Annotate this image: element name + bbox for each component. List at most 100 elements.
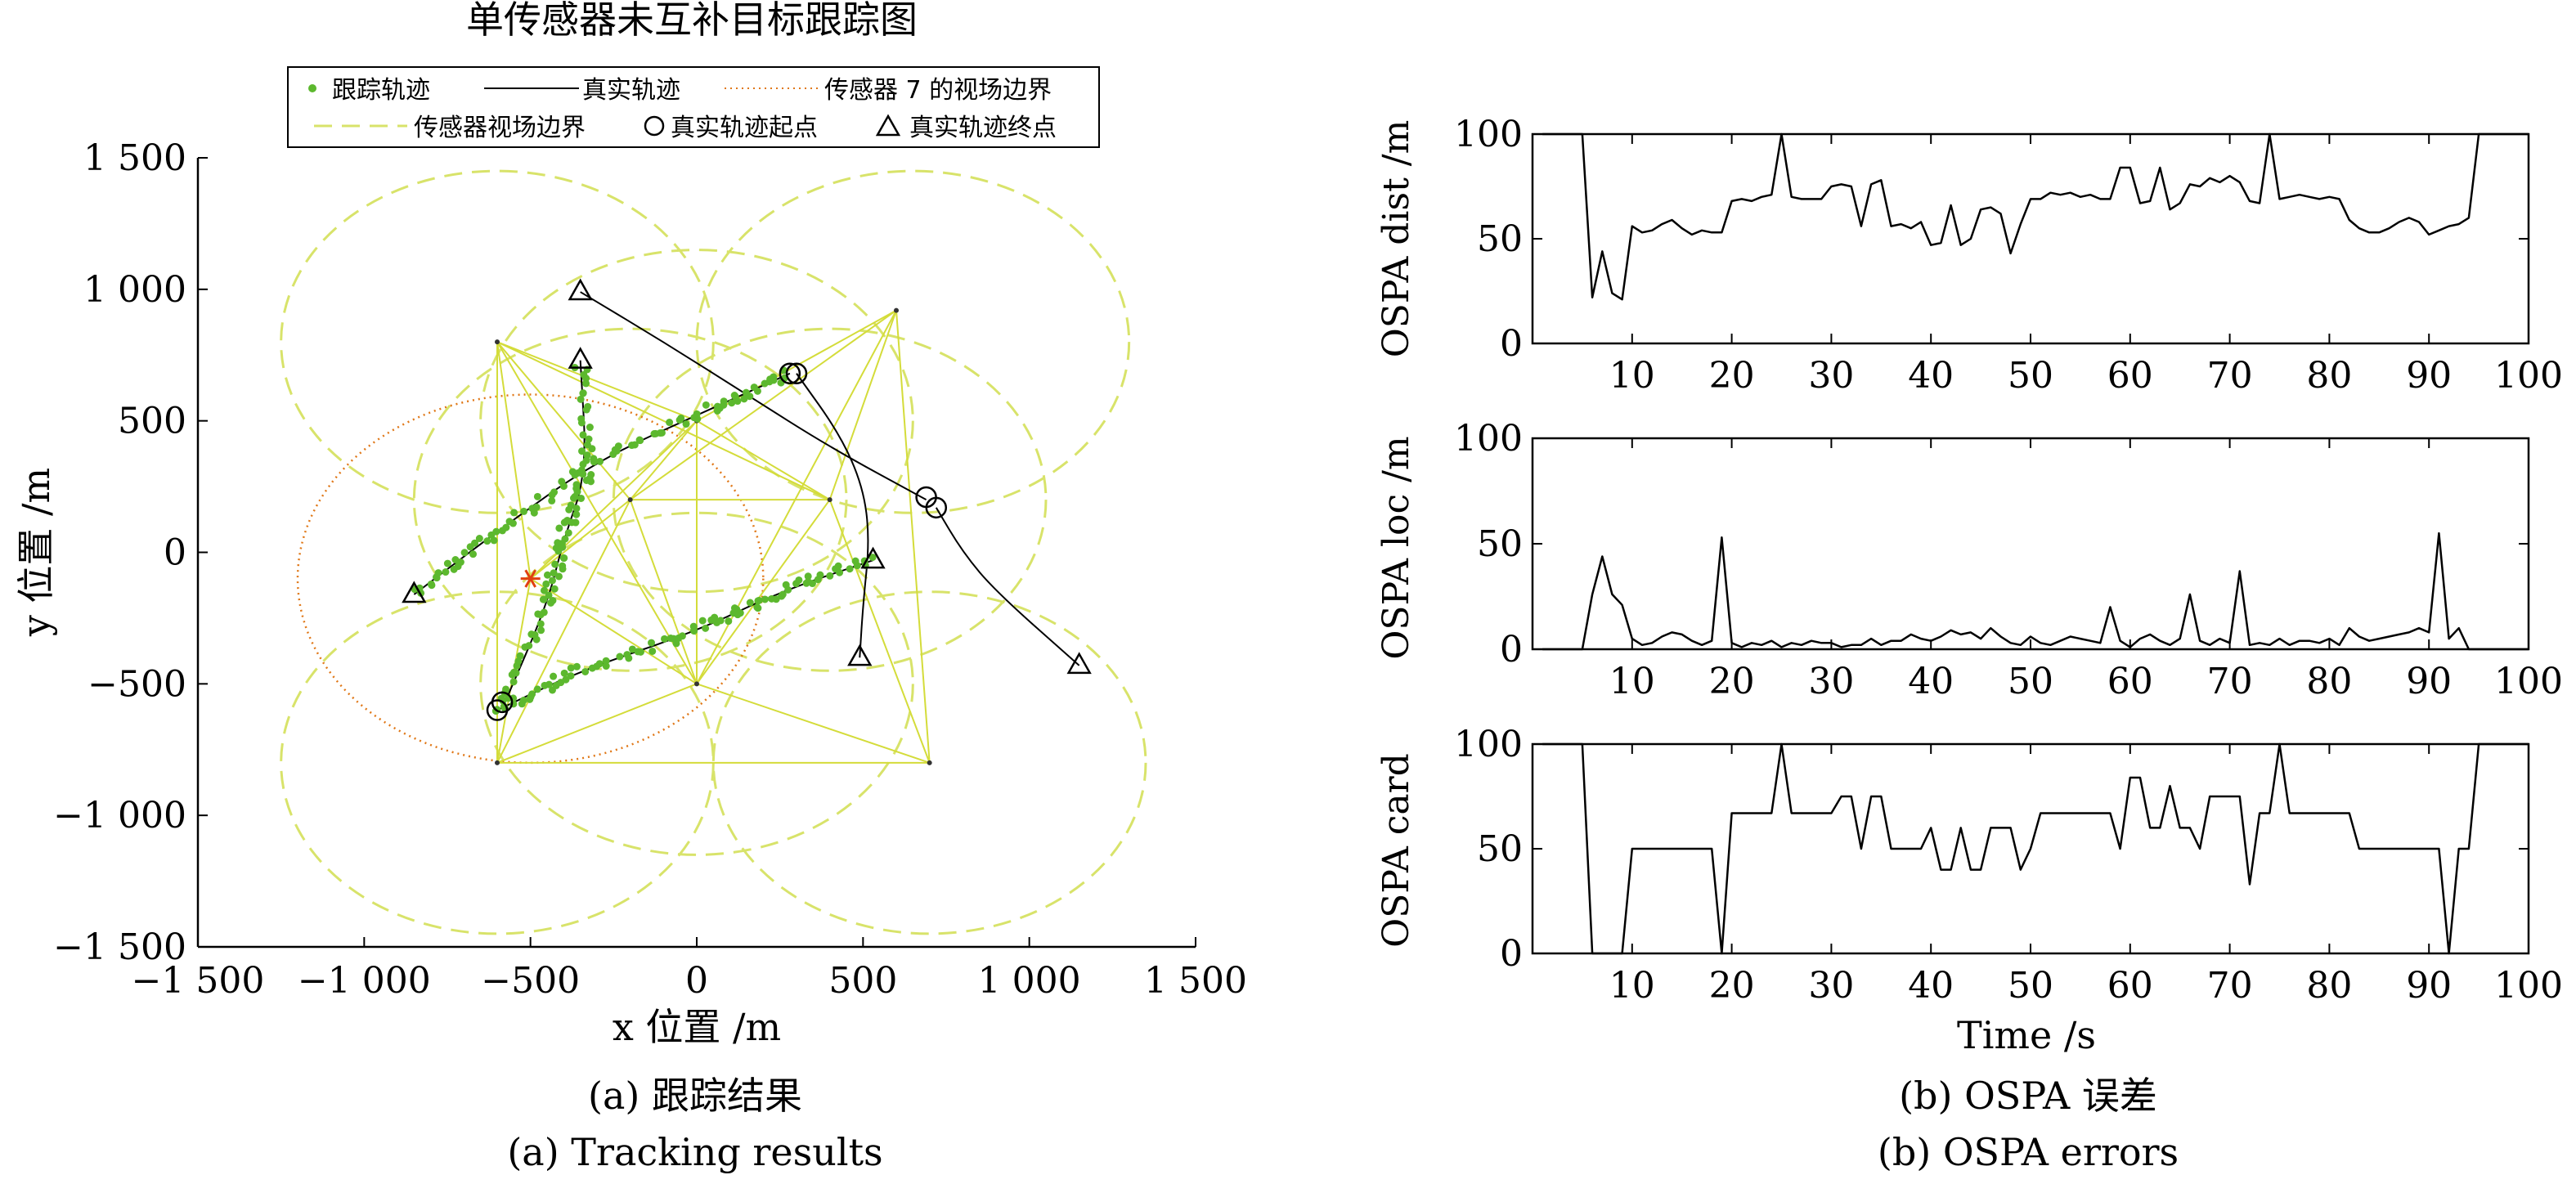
- fov-circle: [280, 169, 715, 514]
- track-dot: [616, 653, 624, 661]
- track-dot: [539, 595, 547, 603]
- start-marker: [779, 362, 801, 385]
- track-dot: [443, 559, 451, 567]
- true-track: [503, 360, 586, 706]
- ospa-series-line: [1542, 531, 2529, 651]
- track-dot: [579, 431, 587, 439]
- sensor-link: [696, 419, 831, 501]
- estimated-tracks: [411, 364, 877, 715]
- x-tick-label: 10: [1609, 355, 1655, 397]
- x-tick-label: −1 500: [132, 960, 265, 1002]
- track-dot: [596, 457, 604, 465]
- track-dot: [563, 516, 572, 524]
- true-track: [796, 373, 869, 658]
- track-dot: [560, 669, 568, 677]
- track-dot: [728, 399, 736, 407]
- x-tick-label: 60: [2107, 661, 2153, 702]
- track-markers: [402, 278, 1092, 721]
- sensor-link: [496, 342, 532, 579]
- caption-a-cn: (a) 跟踪结果: [588, 1074, 802, 1118]
- fov-boundaries: [280, 169, 1147, 935]
- track-dot: [614, 442, 622, 451]
- sensor-link: [530, 499, 631, 580]
- y-tick-label: 0: [1500, 933, 1523, 975]
- track-dot: [520, 507, 528, 515]
- track-dot: [542, 580, 550, 588]
- ospa-dist-ylabel: OSPA dist /m: [1376, 120, 1417, 358]
- y-tick-label: 500: [118, 401, 186, 442]
- end-marker: [568, 347, 593, 369]
- track-dot: [765, 378, 774, 386]
- track-dot: [567, 664, 575, 672]
- sensor-link: [696, 683, 930, 764]
- track-dot: [534, 610, 542, 618]
- track-dot: [779, 590, 787, 599]
- fov-circle: [479, 511, 914, 856]
- track-dot: [736, 609, 744, 617]
- track-dot: [554, 572, 563, 581]
- track-dot: [742, 388, 750, 397]
- track-dot: [730, 604, 738, 612]
- y-tick-label: 0: [1500, 323, 1523, 365]
- track-dot: [531, 630, 539, 639]
- x-tick-label: 1 500: [1144, 960, 1247, 1002]
- x-tick-label: −1 000: [298, 960, 431, 1002]
- track-dot: [483, 537, 491, 545]
- caption-b-cn: (b) OSPA 误差: [1899, 1074, 2157, 1118]
- track-dot: [755, 596, 763, 604]
- track-dot: [579, 389, 587, 397]
- track-dot: [740, 395, 748, 403]
- track-dot: [795, 576, 803, 584]
- track-dot: [816, 571, 824, 579]
- track-dot: [540, 608, 548, 617]
- track-dot: [502, 523, 510, 531]
- track-dot: [577, 395, 585, 403]
- fov-circle: [479, 249, 914, 594]
- sensor-links: [495, 307, 932, 765]
- track-dot: [698, 617, 707, 625]
- track-dot: [550, 569, 558, 577]
- sensor-point: [894, 307, 899, 313]
- track-dot: [753, 603, 761, 612]
- sensor-link: [629, 499, 698, 684]
- y-tick-label: −1 500: [53, 926, 186, 968]
- x-tick-label: 70: [2207, 965, 2253, 1007]
- track-dot: [460, 549, 469, 557]
- tracking-axes: −1 500 −1 000 −500 0 500 1 000 1 500 −1 500 −1 0…: [53, 137, 1247, 1002]
- track-dot: [804, 572, 812, 581]
- track-dot: [561, 535, 569, 543]
- track-dot: [826, 572, 834, 580]
- x-tick-label: 50: [2008, 355, 2053, 397]
- x-tick-label: 20: [1709, 965, 1755, 1007]
- track-dot: [628, 442, 636, 450]
- track-dot: [555, 524, 563, 532]
- sensor-point: [827, 497, 832, 503]
- track-dot: [720, 397, 728, 406]
- track-dot: [702, 624, 710, 632]
- x-tick-label: 60: [2107, 355, 2153, 397]
- legend-item-start: 真实轨迹起点: [644, 114, 818, 142]
- fov-circle: [612, 327, 1048, 672]
- fov-circle: [695, 169, 1131, 514]
- sensor-link: [828, 310, 897, 500]
- svg-text:跟踪轨迹: 跟踪轨迹: [332, 76, 430, 105]
- tracking-legend: 跟踪轨迹 真实轨迹 传感器 7 的视场边界 传感器视场边界 真实轨迹起点 真实轨…: [287, 66, 1100, 148]
- x-tick-label: 30: [1808, 661, 1854, 702]
- track-dot: [716, 617, 725, 625]
- end-marker: [568, 278, 593, 301]
- true-track: [413, 372, 791, 595]
- sensor-link: [629, 420, 698, 500]
- ospa-series-line: [1542, 742, 2529, 955]
- track-dot: [427, 580, 435, 588]
- x-tick-label: 90: [2406, 355, 2452, 397]
- ospa-xlabel: Time /s: [1957, 1013, 2096, 1057]
- track-dot: [582, 379, 590, 388]
- track-dot: [586, 424, 594, 432]
- track-dot: [690, 627, 698, 635]
- track-dot: [725, 617, 733, 626]
- svg-text:真实轨迹终点: 真实轨迹终点: [909, 114, 1057, 142]
- track-dot: [602, 662, 610, 670]
- track-dot: [550, 585, 559, 593]
- sensor-link: [496, 683, 698, 764]
